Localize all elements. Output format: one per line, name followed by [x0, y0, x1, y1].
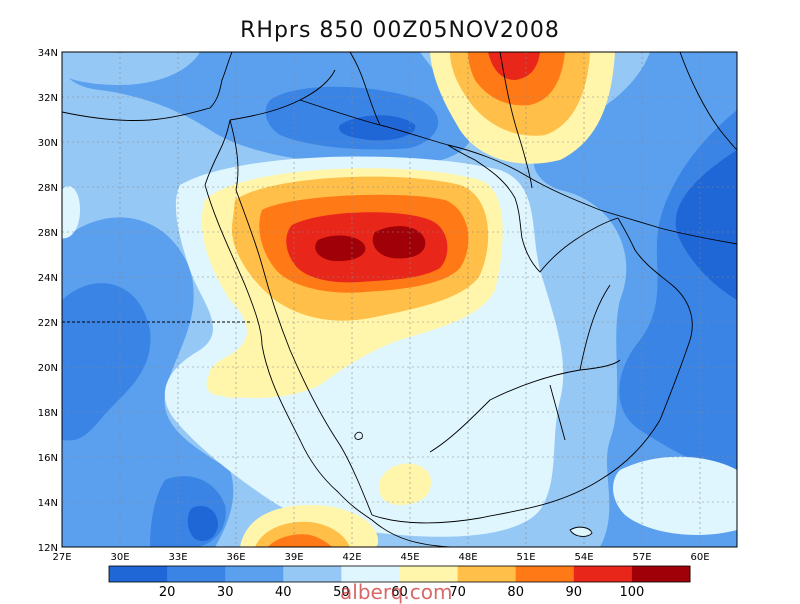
colorbar-swatch	[283, 566, 342, 582]
rh-region-max-central	[315, 226, 426, 262]
colorbar-label: 30	[217, 585, 234, 600]
rh-region-60-southeast	[613, 456, 737, 535]
lon-label: 57E	[632, 552, 651, 563]
rh-region-50-northwest	[62, 52, 200, 85]
colorbar-swatch	[225, 566, 284, 582]
lat-label: 14N	[38, 498, 58, 509]
lat-label: 32N	[38, 93, 58, 104]
latitude-labels: 12N 14N 16N 18N 20N 22N 24N 28N 28N 30N …	[38, 48, 58, 554]
colorbar-label: 80	[507, 585, 524, 600]
lat-label: 16N	[38, 453, 58, 464]
colorbar-label: 70	[449, 585, 466, 600]
colorbar-label: 50	[333, 585, 350, 600]
lon-label: 51E	[516, 552, 535, 563]
colorbar-swatch	[399, 566, 459, 582]
lon-label: 39E	[284, 552, 303, 563]
rh-contour-field	[62, 52, 737, 547]
rh-region-20-east	[675, 150, 737, 300]
colorbar-swatch	[573, 566, 633, 582]
colorbar-swatch	[109, 566, 168, 582]
colorbar-swatch	[457, 566, 517, 582]
colorbar-frame	[108, 565, 691, 583]
colorbar-swatch	[167, 566, 226, 582]
lat-label: 28N	[38, 183, 58, 194]
lat-label: 24N	[38, 273, 58, 284]
colorbar: 20 30 40 50 60 70 80 90 100	[108, 565, 691, 600]
coastlines	[62, 52, 737, 547]
colorbar-swatch	[515, 566, 575, 582]
map-title: RHprs 850 00Z05NOV2008	[240, 18, 560, 43]
lat-label: 22N	[38, 318, 58, 329]
lon-label: 45E	[400, 552, 419, 563]
lon-label: 48E	[458, 552, 477, 563]
colorbar-label: 100	[619, 585, 644, 600]
rh-region-60-far-west	[62, 186, 80, 239]
lat-label: 20N	[38, 363, 58, 374]
lat-label: 12N	[38, 543, 58, 554]
lon-label: 54E	[574, 552, 593, 563]
colorbar-label: 90	[566, 585, 583, 600]
lon-label: 27E	[52, 552, 71, 563]
colorbar-label: 20	[159, 585, 176, 600]
lon-label: 30E	[110, 552, 129, 563]
colorbar-swatch	[631, 566, 691, 582]
rh-region-20-southwest	[187, 505, 218, 542]
rh-region-20-north	[339, 115, 416, 141]
colorbar-label: 60	[391, 585, 408, 600]
colorbar-label: 40	[275, 585, 292, 600]
lon-label: 36E	[226, 552, 245, 563]
rh-region-90-south	[268, 534, 332, 547]
watermark-text: alberq.com	[340, 580, 453, 604]
lon-label: 42E	[342, 552, 361, 563]
lon-label: 60E	[690, 552, 709, 563]
lat-label: 34N	[38, 48, 58, 59]
rh-region-70-southcentral	[378, 463, 431, 505]
lat-label: 30N	[38, 138, 58, 149]
lon-label: 33E	[168, 552, 187, 563]
colorbar-swatch	[341, 566, 400, 582]
longitude-labels: 27E 30E 33E 36E 39E 42E 45E 48E 51E 54E …	[52, 552, 709, 563]
lat-label: 28N	[38, 228, 58, 239]
lat-label: 18N	[38, 408, 58, 419]
rh-region-70-west	[208, 351, 276, 398]
plot-frame	[61, 51, 738, 548]
